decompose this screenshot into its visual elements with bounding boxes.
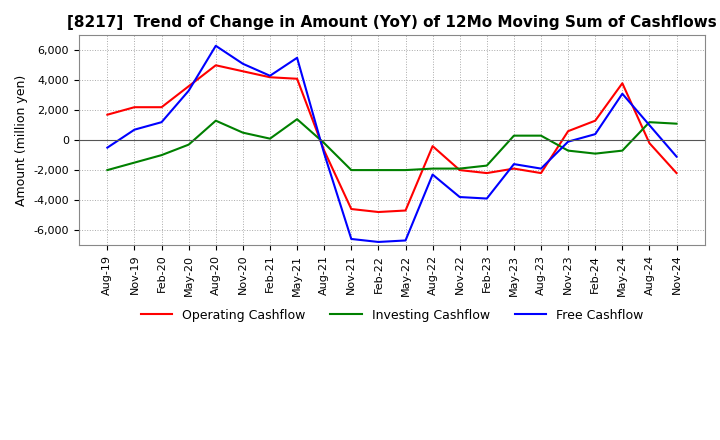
Investing Cashflow [374, 168, 383, 173]
Investing Cashflow [510, 133, 518, 138]
Operating Cashflow [130, 105, 139, 110]
Operating Cashflow [293, 76, 302, 81]
Investing Cashflow [536, 133, 545, 138]
Investing Cashflow [482, 163, 491, 168]
Y-axis label: Amount (million yen): Amount (million yen) [15, 74, 28, 206]
Free Cashflow [645, 122, 654, 128]
Investing Cashflow [401, 168, 410, 173]
Free Cashflow [672, 154, 681, 159]
Investing Cashflow [672, 121, 681, 126]
Free Cashflow [293, 55, 302, 60]
Operating Cashflow [618, 81, 626, 86]
Operating Cashflow [428, 143, 437, 149]
Free Cashflow [618, 91, 626, 96]
Free Cashflow [347, 236, 356, 242]
Free Cashflow [428, 172, 437, 177]
Investing Cashflow [455, 166, 464, 171]
Line: Free Cashflow: Free Cashflow [107, 46, 677, 242]
Operating Cashflow [482, 170, 491, 176]
Operating Cashflow [455, 168, 464, 173]
Investing Cashflow [591, 151, 600, 156]
Investing Cashflow [184, 142, 193, 147]
Operating Cashflow [266, 75, 274, 80]
Investing Cashflow [564, 148, 572, 153]
Legend: Operating Cashflow, Investing Cashflow, Free Cashflow: Operating Cashflow, Investing Cashflow, … [135, 304, 648, 327]
Free Cashflow [130, 127, 139, 132]
Free Cashflow [238, 61, 247, 66]
Free Cashflow [564, 139, 572, 144]
Free Cashflow [212, 43, 220, 48]
Title: [8217]  Trend of Change in Amount (YoY) of 12Mo Moving Sum of Cashflows: [8217] Trend of Change in Amount (YoY) o… [67, 15, 717, 30]
Free Cashflow [103, 145, 112, 150]
Free Cashflow [536, 166, 545, 171]
Investing Cashflow [618, 148, 626, 153]
Operating Cashflow [238, 69, 247, 74]
Investing Cashflow [266, 136, 274, 141]
Operating Cashflow [536, 170, 545, 176]
Operating Cashflow [645, 140, 654, 146]
Investing Cashflow [645, 120, 654, 125]
Operating Cashflow [401, 208, 410, 213]
Operating Cashflow [591, 118, 600, 123]
Investing Cashflow [212, 118, 220, 123]
Free Cashflow [510, 161, 518, 167]
Investing Cashflow [293, 117, 302, 122]
Investing Cashflow [103, 168, 112, 173]
Operating Cashflow [347, 206, 356, 212]
Operating Cashflow [510, 166, 518, 171]
Free Cashflow [266, 73, 274, 78]
Operating Cashflow [103, 112, 112, 117]
Free Cashflow [184, 88, 193, 93]
Operating Cashflow [564, 128, 572, 134]
Free Cashflow [482, 196, 491, 201]
Investing Cashflow [428, 166, 437, 171]
Investing Cashflow [238, 130, 247, 135]
Free Cashflow [591, 132, 600, 137]
Operating Cashflow [374, 209, 383, 215]
Line: Operating Cashflow: Operating Cashflow [107, 65, 677, 212]
Free Cashflow [401, 238, 410, 243]
Investing Cashflow [347, 168, 356, 173]
Investing Cashflow [130, 160, 139, 165]
Free Cashflow [157, 120, 166, 125]
Operating Cashflow [184, 84, 193, 89]
Operating Cashflow [320, 148, 328, 153]
Investing Cashflow [157, 153, 166, 158]
Free Cashflow [374, 239, 383, 245]
Operating Cashflow [672, 170, 681, 176]
Free Cashflow [320, 151, 328, 156]
Free Cashflow [455, 194, 464, 200]
Operating Cashflow [212, 62, 220, 68]
Operating Cashflow [157, 105, 166, 110]
Line: Investing Cashflow: Investing Cashflow [107, 119, 677, 170]
Investing Cashflow [320, 140, 328, 146]
